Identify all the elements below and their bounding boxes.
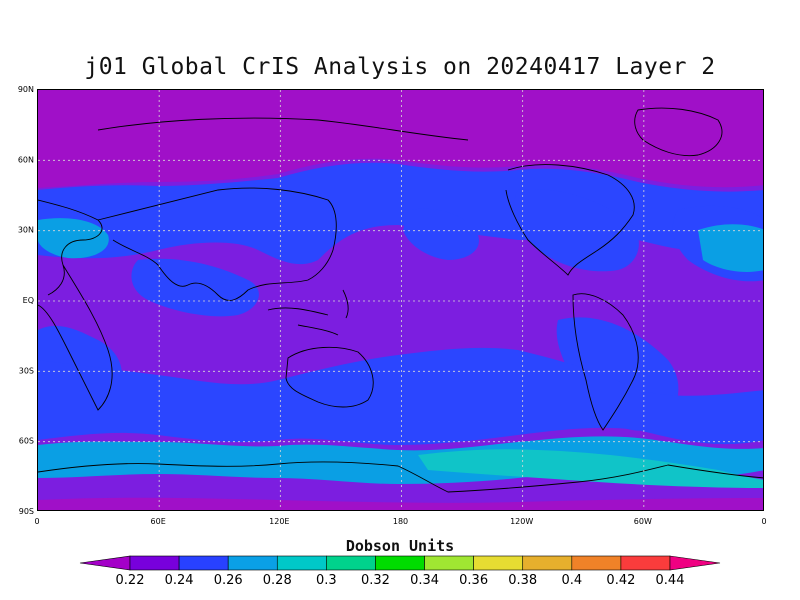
colorbar-level-label: 0.44 [656,573,685,588]
coastline-antarctica [38,461,763,493]
coastline-australia [285,346,374,408]
colorbar-level-label: 0.34 [410,573,439,588]
field-south-midlat-band [38,347,763,445]
coastline-africa [38,199,113,411]
lon-tick-label: 60E [151,517,166,526]
ozone-field-map [38,90,763,510]
colorbar-swatch [276,555,327,571]
colorbar-swatch [129,555,180,571]
colorbar-labels: 0.22 0.24 0.26 0.28 0.3 0.32 0.34 0.36 0.38 0.4 0.… [116,573,685,588]
field-north-midlat-band [38,162,763,265]
longitude-labels: 0 60E 120E 180 120W 60W 0 [34,517,766,526]
colorbar-swatch [473,555,524,571]
lat-tick-label: 60S [19,437,34,446]
lat-tick-label: 30S [19,366,34,375]
field-antarctic-cyan [418,449,763,488]
colorbar-level-label: 0.32 [361,573,390,588]
lat-tick-label: 90N [18,85,34,94]
colorbar-swatch [178,555,229,571]
field-pacific-blue [403,208,479,260]
colorbar-swatch [620,555,671,571]
field-america-blue [514,189,639,272]
coastline-asia [97,187,337,301]
colorbar-level-label: 0.3 [316,573,337,588]
lat-tick-label: 30N [18,226,34,235]
lat-tick-label: 90S [19,507,34,516]
lat-tick-label: 60N [18,155,34,164]
colorbar-level-label: 0.24 [165,573,194,588]
lon-tick-label: 180 [393,517,408,526]
lon-tick-label: 0 [761,517,766,526]
colorbar-level-label: 0.42 [606,573,635,588]
lon-tick-label: 120E [269,517,289,526]
colorbar-level-label: 0.36 [459,573,488,588]
latitude-labels: 90N 60N 30N EQ 30S 60S 90S [18,85,34,516]
colorbar-swatch-min [79,555,131,571]
field-atlantic-lightblue [698,224,763,272]
colorbar-swatch [227,555,278,571]
colorbar-title: Dobson Units [345,537,455,555]
colorbar-level-label: 0.22 [116,573,145,588]
colorbar-level-label: 0.26 [214,573,243,588]
coastlines [38,107,763,493]
colorbar-swatches [79,555,721,571]
colorbar-level-label: 0.4 [561,573,582,588]
coastline-arctic [97,117,469,141]
colorbar-swatch [571,555,622,571]
colorbar-swatch-max [669,555,721,571]
field-mideast-lightblue [38,218,109,259]
coastline-north-america [505,164,635,276]
field-indian-blue [131,258,259,317]
colorbar-swatch [522,555,573,571]
colorbar-swatch [326,555,376,571]
field-antarctic-high [38,497,763,510]
coastline-greenland [634,107,723,157]
coastline-maritime [267,289,349,336]
lat-tick-label: EQ [23,296,34,305]
map-plot-area [37,89,764,511]
map-grid [38,90,763,510]
colorbar-swatch [424,555,474,571]
colorbar-level-label: 0.28 [263,573,292,588]
lon-tick-label: 120W [510,517,533,526]
lon-tick-label: 60W [634,517,652,526]
colorbar-swatch [375,555,425,571]
field-southern-lightblue-belt [38,436,763,484]
colorbar-level-label: 0.38 [508,573,537,588]
field-arctic-high [38,90,763,188]
lon-tick-label: 0 [34,517,39,526]
coastline-south-america [572,293,639,431]
map-title: j01 Global CrIS Analysis on 20240417 Lay… [84,54,716,80]
